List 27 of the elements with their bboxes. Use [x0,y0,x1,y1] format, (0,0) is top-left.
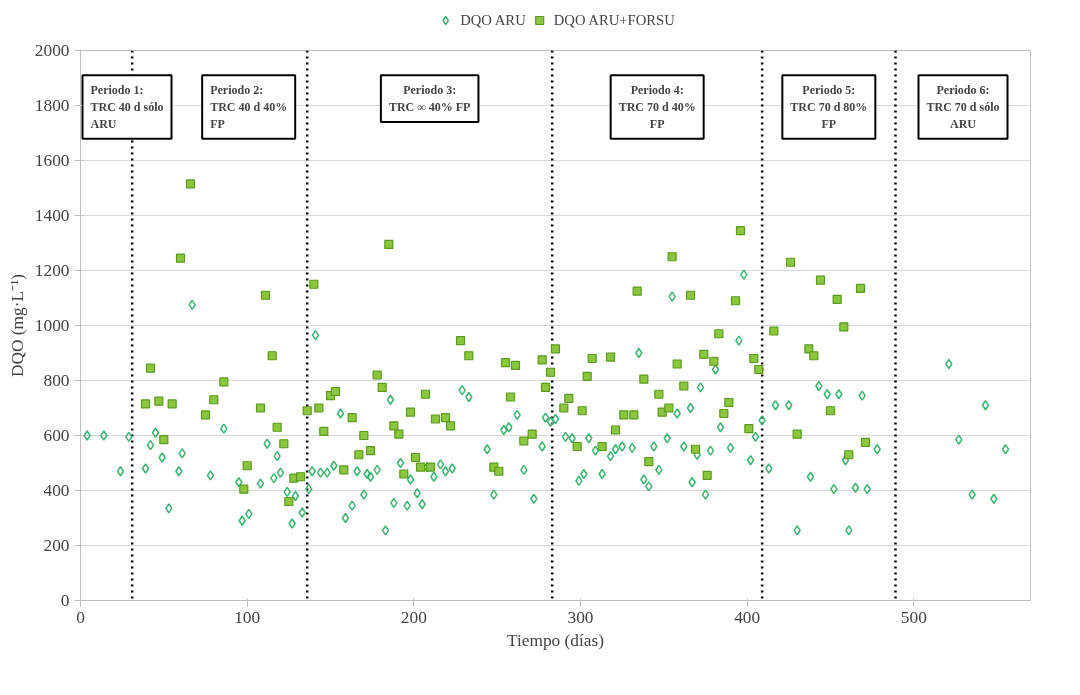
annotation: Periodo 4: TRC 70 d 40% FP [618,83,696,131]
x-axis-title: Tiempo (días) [506,630,605,650]
annotation: Periodo 2: TRC 40 d 40% FP [210,83,288,131]
x-tick-label: 0 [76,607,85,627]
y-tick-label: 0 [60,591,70,610]
x-tick-label: 300 [567,607,594,627]
annotation: Periodo 6: TRC 70 d sólo ARU [926,83,1000,131]
x-tick-label: 100 [234,607,261,627]
x-tick-label: 500 [900,607,927,627]
y-axis-title: DQO (mg·L⁻¹) [7,273,27,378]
annotation: Periodo 1: TRC 40 d sólo ARU [90,83,164,131]
y-tick-label: 200 [43,536,70,555]
y-tick-label: 2000 [34,41,70,60]
legend-label: DQO ARU [460,11,526,29]
y-tick-label: 1800 [34,96,70,115]
y-tick-label: 1600 [34,151,70,170]
y-tick-label: 1200 [34,261,70,280]
y-tick-label: 400 [43,481,70,500]
x-tick-label: 400 [734,607,761,627]
annotation: Periodo 3: TRC ∞ 40% FP [388,83,471,115]
y-tick-label: 1000 [34,316,70,335]
annotation: Periodo 5: TRC 70 d 80% FP [790,83,868,131]
y-tick-label: 600 [43,426,70,445]
y-tick-label: 800 [43,371,70,390]
x-tick-label: 200 [400,607,427,627]
y-tick-label: 1400 [34,206,70,225]
legend-label: DQO ARU+FORSU [553,11,675,29]
